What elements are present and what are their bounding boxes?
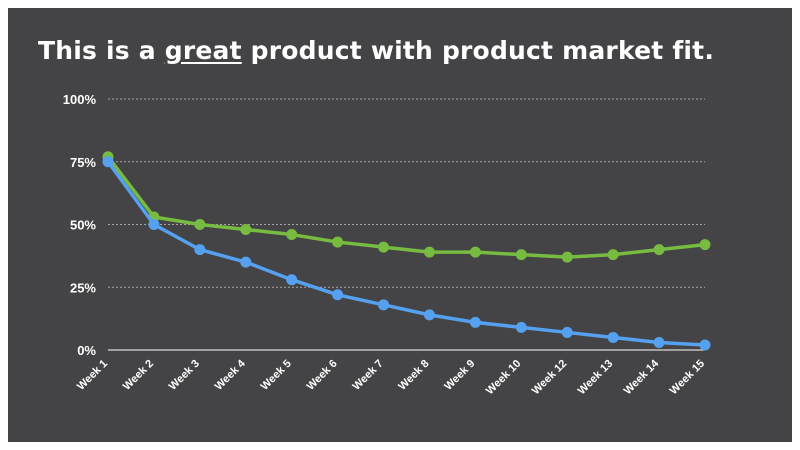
green-data-point: [469, 246, 481, 258]
x-tick-label: Week 15: [668, 358, 707, 397]
green-data-point: [423, 246, 435, 258]
blue-data-point: [653, 336, 665, 348]
green-data-point: [607, 249, 619, 261]
blue-data-point: [102, 156, 114, 168]
x-tick-label: Week 14: [622, 357, 662, 397]
blue-data-point: [286, 274, 298, 286]
title-text-after: product with product market fit.: [241, 36, 715, 65]
green-data-point: [699, 239, 711, 251]
x-tick-label: Week 12: [530, 358, 569, 397]
green-data-point: [194, 219, 206, 230]
x-tick-label: Week 2: [121, 358, 156, 393]
blue-data-point: [515, 321, 527, 333]
blue-data-point: [194, 244, 206, 256]
x-tick-label: Week 4: [213, 357, 249, 393]
blue-data-point: [469, 316, 481, 328]
green-data-point: [286, 229, 298, 241]
blue-data-point: [561, 326, 573, 338]
blue-data-point: [332, 289, 344, 301]
y-tick-label: 0%: [77, 343, 96, 358]
y-tick-label: 50%: [70, 218, 96, 233]
series-group: [102, 151, 711, 351]
x-tick-label: Week 9: [442, 358, 477, 393]
x-tick-label: Week 1: [75, 358, 110, 393]
blue-series-line: [106, 160, 707, 347]
x-axis-ticks: Week 1 Week 2 Week 3 Week 4 Week 5 Week 6 Week…: [75, 357, 707, 397]
green-data-point: [240, 224, 252, 236]
blue-data-point: [378, 299, 390, 311]
y-axis-ticks: 0% 25% 50% 75% 100%: [63, 92, 97, 358]
blue-data-point: [240, 256, 252, 268]
title-text-before: This is a: [38, 36, 165, 65]
line-chart: 0% 25% 50% 75% 100% Week 1 Week 2 Week 3 Week 4…: [63, 92, 711, 397]
green-data-point: [378, 241, 390, 253]
x-tick-label: Week 3: [167, 358, 202, 393]
blue-data-point: [607, 331, 619, 343]
x-tick-label: Week 6: [305, 358, 340, 393]
y-tick-label: 25%: [70, 280, 96, 295]
chart-title: This is a great product with product mar…: [38, 36, 714, 65]
green-data-point: [653, 244, 665, 256]
blue-data-point: [699, 339, 711, 351]
x-tick-label: Week 8: [396, 358, 431, 393]
x-tick-label: Week 7: [351, 358, 386, 393]
title-emphasis: great: [164, 36, 242, 65]
x-tick-label: Week 13: [576, 358, 615, 397]
blue-data-point: [148, 219, 160, 230]
x-tick-label: Week 10: [484, 358, 523, 397]
blue-data-point: [423, 309, 435, 321]
green-data-point: [332, 236, 344, 248]
x-tick-label: Week 5: [259, 358, 294, 393]
y-tick-label: 75%: [70, 155, 96, 170]
green-data-point: [515, 249, 527, 261]
green-data-point: [561, 251, 573, 263]
y-tick-label: 100%: [63, 92, 97, 107]
gridlines: [108, 98, 705, 351]
green-series-line: [106, 154, 707, 259]
slide: This is a great product with product mar…: [8, 8, 792, 442]
